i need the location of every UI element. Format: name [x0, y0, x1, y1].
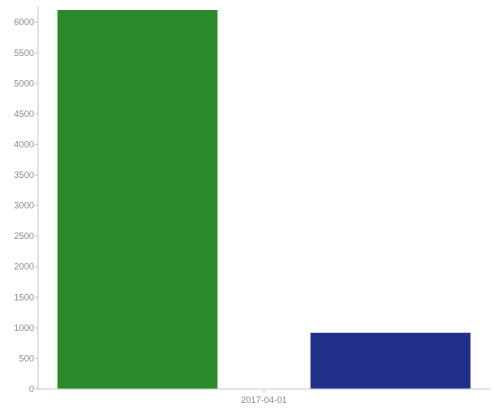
- bar-series-1: [57, 10, 218, 389]
- y-tick-label: 3500: [14, 170, 34, 180]
- y-tick-label: 1000: [14, 323, 34, 333]
- x-axis: 2017-04-01: [38, 388, 490, 405]
- x-tick-label: 2017-04-01: [241, 395, 287, 405]
- y-tick-label: 0: [29, 384, 34, 394]
- y-tick-label: 3000: [14, 201, 34, 211]
- y-tick-label: 5000: [14, 78, 34, 88]
- y-tick-label: 5500: [14, 48, 34, 58]
- y-axis: 0 500 1000 1500 2000 2500 3000 3500 4000 4500 5000…: [14, 6, 39, 394]
- y-tick-label: 2000: [14, 262, 34, 272]
- y-tick-label: 500: [19, 353, 34, 363]
- y-tick-label: 4000: [14, 139, 34, 149]
- y-tick-label: 2500: [14, 231, 34, 241]
- bar-series-2: [310, 332, 471, 389]
- y-tick-label: 6000: [14, 17, 34, 27]
- y-tick-label: 1500: [14, 292, 34, 302]
- y-tick-label: 4500: [14, 109, 34, 119]
- bars: [57, 10, 471, 389]
